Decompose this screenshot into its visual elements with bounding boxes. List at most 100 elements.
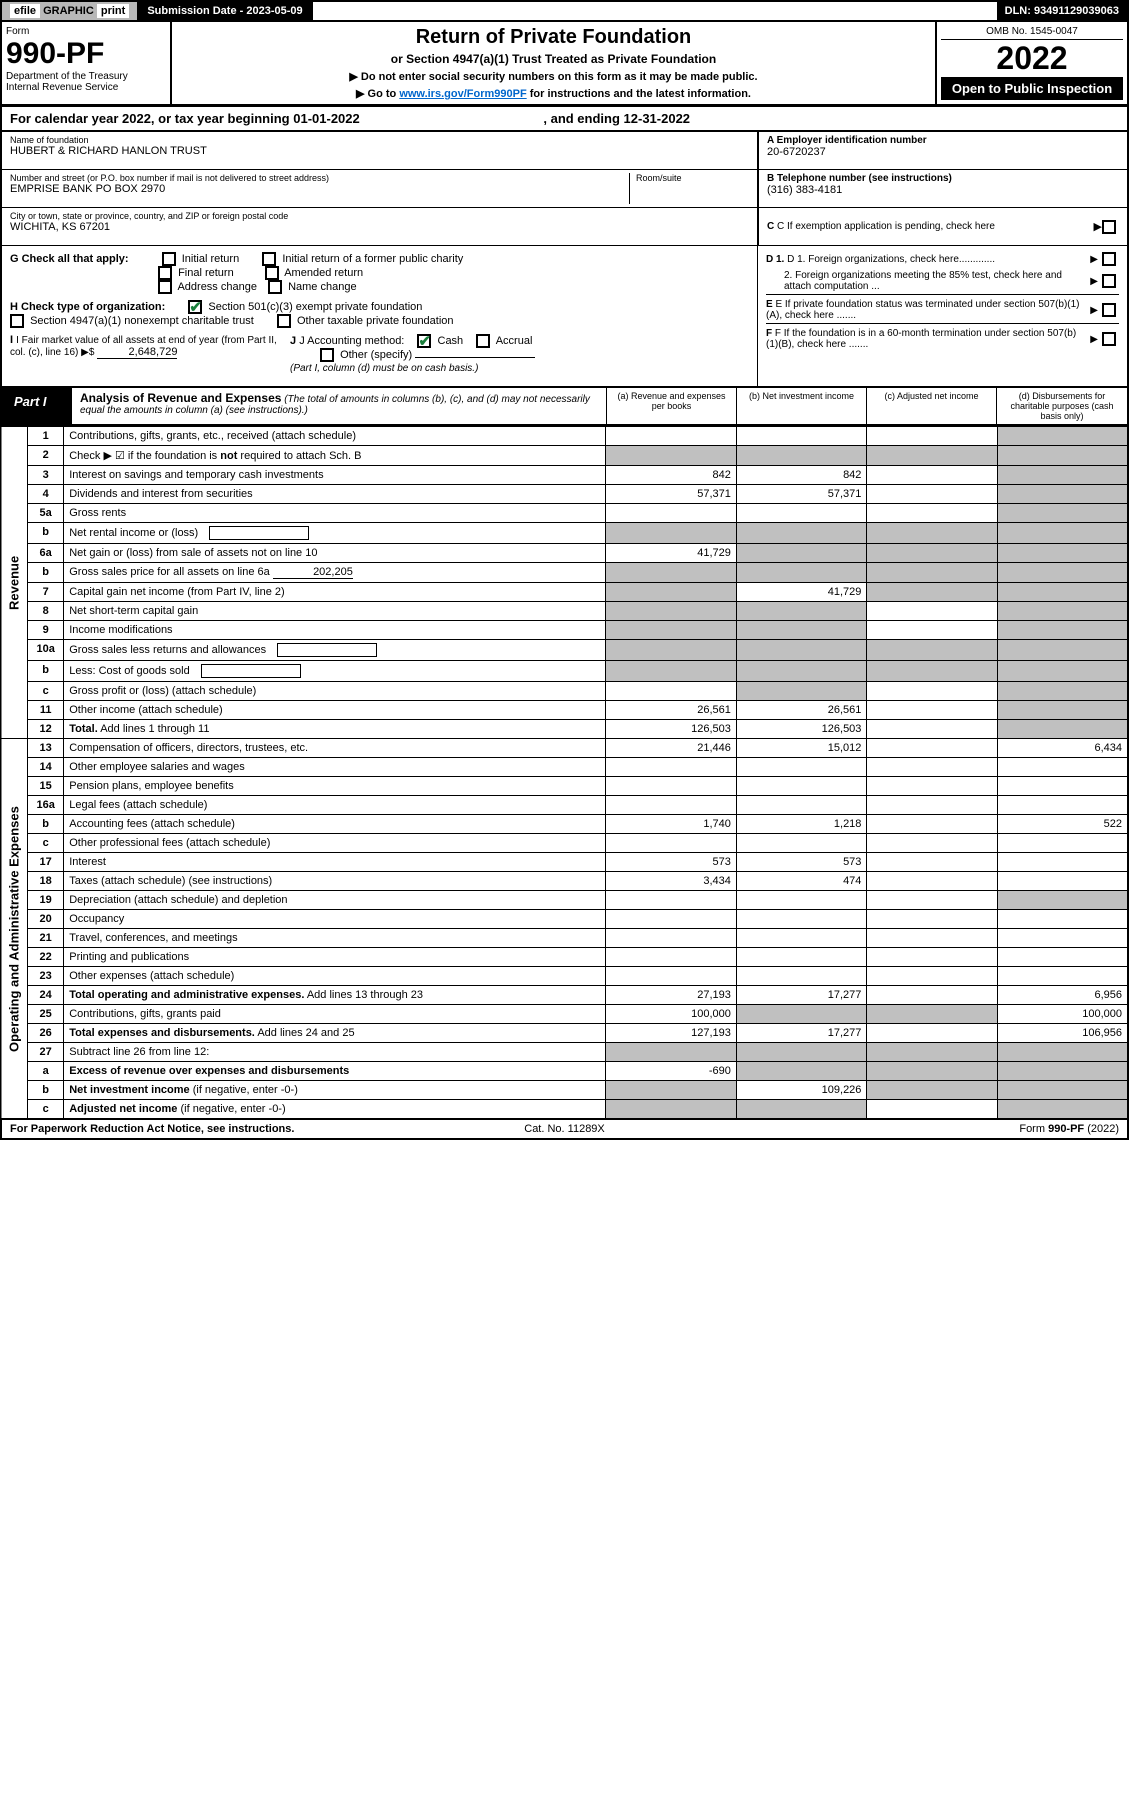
line-number: a [28,1062,64,1081]
cb-terminated[interactable] [1102,303,1116,317]
calendar-year-row: For calendar year 2022, or tax year begi… [0,106,1129,132]
cell-value: 522 [997,815,1128,834]
form-subtitle: or Section 4947(a)(1) Trust Treated as P… [176,52,931,66]
line-description: Less: Cost of goods sold [64,661,606,682]
cell-value [867,853,998,872]
cell-value [606,446,737,466]
table-row: bLess: Cost of goods sold [1,661,1128,682]
cell-value [867,621,998,640]
entity-section: Name of foundation HUBERT & RICHARD HANL… [0,132,1129,246]
cell-value: 27,193 [606,986,737,1005]
cell-value [867,640,998,661]
table-row: bNet rental income or (loss) [1,523,1128,544]
cell-value [997,466,1128,485]
cell-value [997,777,1128,796]
cell-value [867,1005,998,1024]
line-description: Contributions, gifts, grants, etc., rece… [64,427,606,446]
form-label: Form [6,26,166,37]
line-number: 18 [28,872,64,891]
efile-badge: efile GRAPHIC print [2,2,139,20]
omb-number: OMB No. 1545-0047 [941,26,1123,40]
cell-value [997,758,1128,777]
line-number: 22 [28,948,64,967]
part1-table: Revenue1Contributions, gifts, grants, et… [0,426,1129,1119]
line-description: Total. Add lines 1 through 11 [64,720,606,739]
cb-85pct[interactable] [1102,274,1116,288]
cell-value [997,1100,1128,1119]
cell-value [997,1081,1128,1100]
dept-irs: Internal Revenue Service [6,82,166,93]
cell-value: 41,729 [606,544,737,563]
line-number: 23 [28,967,64,986]
footer-left: For Paperwork Reduction Act Notice, see … [10,1123,380,1135]
cell-value [997,682,1128,701]
cell-value [736,929,867,948]
d2-row: 2. Foreign organizations meeting the 85%… [766,268,1119,294]
line-description: Printing and publications [64,948,606,967]
cell-value [867,948,998,967]
cell-value: 57,371 [606,485,737,504]
cell-value [867,929,998,948]
notice-ssn: ▶ Do not enter social security numbers o… [176,70,931,83]
table-row: 6aNet gain or (loss) from sale of assets… [1,544,1128,563]
line-description: Net short-term capital gain [64,602,606,621]
address-row: Number and street (or P.O. box number if… [2,170,757,208]
table-row: 17Interest 573573 [1,853,1128,872]
line-number: b [28,661,64,682]
table-row: Revenue1Contributions, gifts, grants, et… [1,427,1128,446]
cb-amended-return[interactable] [265,266,279,280]
line-description: Other expenses (attach schedule) [64,967,606,986]
line-number: 24 [28,986,64,1005]
cell-value: 15,012 [736,739,867,758]
footer: For Paperwork Reduction Act Notice, see … [0,1119,1129,1140]
phone-row: B Telephone number (see instructions) (3… [759,170,1127,208]
f-row: F F If the foundation is in a 60-month t… [766,323,1119,352]
revenue-side-label: Revenue [1,427,28,739]
cb-accrual[interactable] [476,334,490,348]
cell-value [867,504,998,523]
line-description: Pension plans, employee benefits [64,777,606,796]
cb-initial-former[interactable] [262,252,276,266]
cell-value [606,758,737,777]
cell-value [736,661,867,682]
table-row: 12Total. Add lines 1 through 11 126,5031… [1,720,1128,739]
efile-graphic: GRAPHIC [43,5,94,17]
cb-4947a1[interactable] [10,314,24,328]
table-row: bAccounting fees (attach schedule) 1,740… [1,815,1128,834]
cell-value [997,1062,1128,1081]
cb-other-taxable[interactable] [277,314,291,328]
cell-value: 6,434 [997,739,1128,758]
cb-final-return[interactable] [158,266,172,280]
cell-value [867,1062,998,1081]
efile-print[interactable]: print [97,4,129,18]
cb-address-change[interactable] [158,280,172,294]
cb-initial-return[interactable] [162,252,176,266]
line-number: 11 [28,701,64,720]
cell-value [997,602,1128,621]
cb-60month[interactable] [1102,332,1116,346]
table-row: 23Other expenses (attach schedule) [1,967,1128,986]
table-row: cOther professional fees (attach schedul… [1,834,1128,853]
cell-value [867,523,998,544]
line-number: 12 [28,720,64,739]
table-row: cAdjusted net income (if negative, enter… [1,1100,1128,1119]
cell-value [997,563,1128,583]
line-number: 10a [28,640,64,661]
line-description: Interest on savings and temporary cash i… [64,466,606,485]
exemption-checkbox[interactable] [1102,220,1116,234]
line-description: Income modifications [64,621,606,640]
cell-value [997,948,1128,967]
irs-link[interactable]: www.irs.gov/Form990PF [399,88,526,100]
line-number: 5a [28,504,64,523]
cb-other-method[interactable] [320,348,334,362]
cb-cash[interactable] [417,334,431,348]
cb-foreign-org[interactable] [1102,252,1116,266]
tax-year: 2022 [941,40,1123,77]
cell-value [736,910,867,929]
line-description: Gross sales less returns and allowances [64,640,606,661]
open-public-badge: Open to Public Inspection [941,77,1123,100]
notice-link: ▶ Go to www.irs.gov/Form990PF for instru… [176,87,931,100]
form-title: Return of Private Foundation [176,26,931,49]
cb-501c3[interactable] [188,300,202,314]
cb-name-change[interactable] [268,280,282,294]
